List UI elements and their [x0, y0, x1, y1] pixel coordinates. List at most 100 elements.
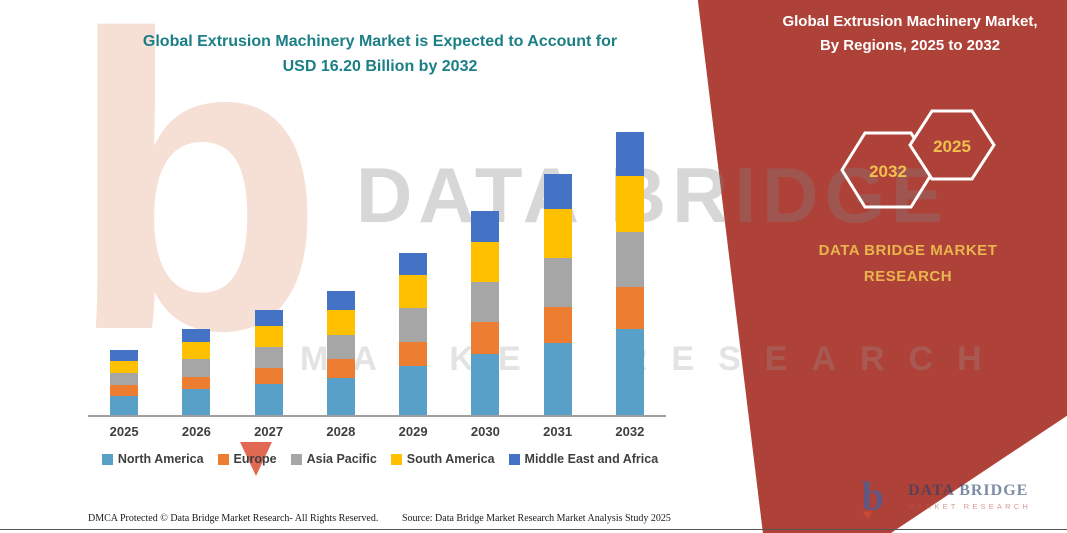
x-axis-label: 2027 — [254, 424, 284, 439]
panel-heading-line1: Global Extrusion Machinery Market, — [782, 13, 1038, 30]
source-note: Source: Data Bridge Market Research Mark… — [402, 513, 671, 524]
bar-segment — [110, 395, 139, 415]
legend-label: Europe — [233, 452, 277, 466]
legend-item: Middle East and Africa — [508, 452, 659, 466]
chart-title-line1: Global Extrusion Machinery Market is Exp… — [142, 33, 618, 50]
bar-segment — [110, 385, 139, 396]
bar-segment — [182, 341, 211, 360]
stacked-bar — [254, 118, 283, 415]
bar-segment — [471, 322, 500, 354]
plot-wrap — [88, 118, 666, 417]
bar-segment — [399, 308, 428, 342]
company-logo-text: DATA BRIDGE MARKET RESEARCH — [908, 482, 1031, 511]
bar-segment — [399, 252, 428, 276]
bar-segment — [182, 388, 211, 415]
bar-segment — [254, 367, 283, 384]
bar-segment — [182, 329, 211, 342]
bar-column-2026 — [160, 118, 232, 415]
bar-segment — [326, 378, 355, 415]
x-axis-label: 2029 — [398, 424, 428, 439]
x-axis-label: 2025 — [109, 424, 139, 439]
legend-label: South America — [406, 452, 495, 466]
bar-column-2032 — [594, 118, 666, 415]
bar-segment — [326, 291, 355, 311]
panel-heading-line2: By Regions, 2025 to 2032 — [819, 37, 1001, 54]
bar-column-2029 — [377, 118, 449, 415]
bar-segment — [182, 359, 211, 377]
chart-title-line2: USD 16.20 Billion by 2032 — [282, 57, 478, 75]
hexagon-2032-badge — [840, 131, 936, 209]
bar-segment — [399, 275, 428, 309]
bar-segment — [326, 310, 355, 335]
brand-text-line1: DATA BRIDGE MARKET — [818, 242, 998, 259]
bar-segment — [471, 353, 500, 415]
bar-segment — [615, 175, 644, 232]
legend-item: South America — [390, 452, 495, 466]
x-axis-label: 2032 — [615, 424, 645, 439]
chart-legend: North America Europe Asia Pacific South Ame… — [60, 452, 700, 466]
bar-column-2027 — [233, 118, 305, 415]
bar-segment — [254, 325, 283, 347]
hexagon-2025-badge — [908, 109, 996, 181]
stacked-bar — [471, 118, 500, 415]
logo-triangle-icon — [862, 511, 873, 519]
bar-segment — [615, 231, 644, 288]
bar-segment — [615, 132, 644, 176]
bar-segment — [254, 383, 283, 415]
bar-segment — [471, 282, 500, 323]
x-axis-label: 2026 — [181, 424, 211, 439]
panel-heading: Global Extrusion Machinery Market, By Re… — [762, 10, 1058, 58]
bar-segment — [543, 173, 572, 209]
x-axis-labels: 2025 2026 2027 2028 2029 2030 2031 2032 — [88, 424, 666, 439]
badge-2025-label: 2025 — [933, 137, 971, 156]
year-badges: 2032 2025 — [840, 109, 996, 209]
bar-segment — [543, 343, 572, 415]
footer-divider — [0, 529, 1067, 530]
bar-segment — [110, 373, 139, 386]
bar-segment — [399, 366, 428, 415]
bar-segment — [110, 360, 139, 374]
x-axis-label: 2031 — [543, 424, 573, 439]
logo-b-glyph: b — [862, 473, 884, 518]
bar-column-2028 — [305, 118, 377, 415]
company-name: DATA BRIDGE — [908, 481, 1029, 499]
legend-label: Middle East and Africa — [524, 452, 659, 466]
stacked-bar — [326, 118, 355, 415]
legend-item: Europe — [217, 452, 277, 466]
bar-segment — [326, 334, 355, 360]
bar-column-2031 — [522, 118, 594, 415]
company-logo-icon: b — [862, 473, 884, 519]
plot-area — [88, 118, 666, 417]
stacked-bar — [615, 118, 644, 415]
legend-swatch — [217, 453, 229, 465]
bar-segment — [471, 242, 500, 283]
badge-2032-label: 2032 — [869, 162, 907, 181]
bar-segment — [254, 346, 283, 368]
dmca-notice: DMCA Protected © Data Bridge Market Rese… — [88, 513, 379, 524]
legend-label: Asia Pacific — [306, 452, 377, 466]
legend-swatch — [101, 453, 113, 465]
stacked-bar — [182, 118, 211, 415]
bar-segment — [399, 341, 428, 367]
bar-segment — [543, 306, 572, 344]
stacked-bar — [543, 118, 572, 415]
stacked-bar — [399, 118, 428, 415]
bar-column-2030 — [449, 118, 521, 415]
brand-text: DATA BRIDGE MARKET RESEARCH — [790, 238, 1026, 289]
chart-title: Global Extrusion Machinery Market is Exp… — [100, 30, 660, 80]
x-axis-label: 2028 — [326, 424, 356, 439]
bar-segment — [182, 376, 211, 389]
bar-segment — [615, 287, 644, 330]
stacked-bar — [110, 118, 139, 415]
company-subtitle: MARKET RESEARCH — [908, 501, 1031, 511]
brand-text-line2: RESEARCH — [863, 267, 953, 285]
bar-column-2025 — [88, 118, 160, 415]
logo-triangle-accent — [240, 442, 272, 476]
bar-segment — [471, 210, 500, 243]
legend-item: Asia Pacific — [290, 452, 377, 466]
legend-label: North America — [117, 452, 204, 466]
bar-segment — [543, 257, 572, 307]
bar-segment — [543, 208, 572, 258]
